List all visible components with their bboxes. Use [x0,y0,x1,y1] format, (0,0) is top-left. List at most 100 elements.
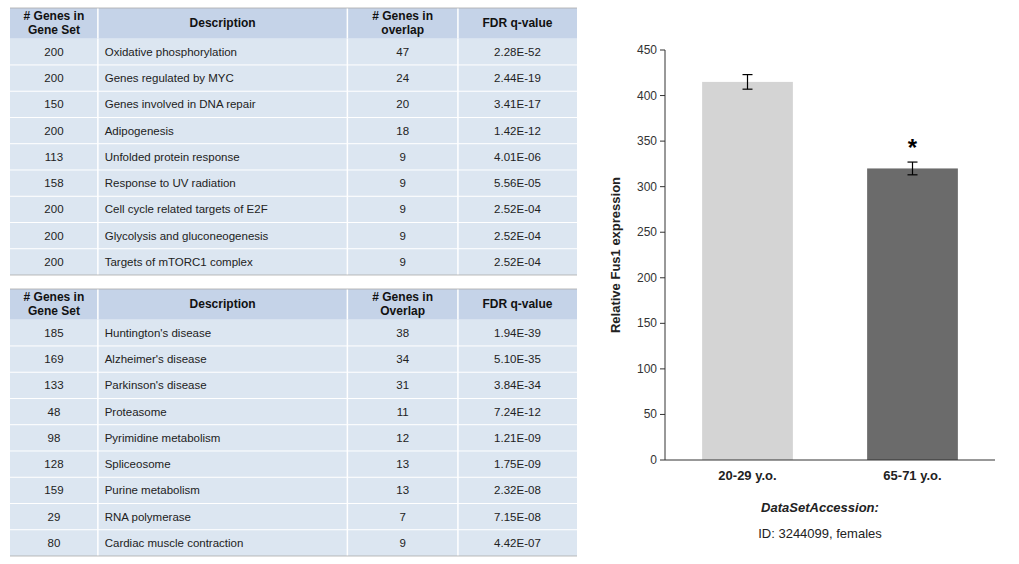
divider [97,196,99,222]
header-line: # Genes in [24,9,85,23]
cell [10,346,98,372]
y-tick-label: 300 [637,180,657,194]
cell [347,320,458,346]
cell [10,91,98,117]
divider [457,477,459,503]
cell [347,196,458,222]
significance-label: * [908,134,918,161]
cell-label: Pyrimidine metabolism [105,432,221,444]
divider [10,143,577,144]
cell-label: Proteasome [105,406,167,418]
divider [347,320,349,346]
divider [97,8,99,39]
cell [98,451,347,477]
border [10,556,577,557]
cell-label: 4.01E-06 [494,151,541,163]
cell-label: 98 [48,432,61,444]
cell [98,320,347,346]
cell-label: Alzheimer's disease [105,353,207,365]
divider [457,8,459,39]
cell-label: Cardiac muscle contraction [105,537,244,549]
divider [97,477,99,503]
cell [98,372,347,398]
divider [347,144,349,170]
cell-label: 31 [396,379,409,391]
cell-label: Response to UV radiation [105,177,236,189]
cell [98,117,347,143]
border [10,275,577,276]
cell-label: 2.52E-04 [494,256,541,268]
cell [347,477,458,503]
header-label: Description [190,16,256,30]
cell-label: 20 [396,98,409,110]
y-tick-label: 0 [650,453,657,467]
divider [10,450,577,451]
cell-label: 1.42E-12 [494,125,541,137]
cell [98,503,347,529]
cell-label: Spliceosome [105,458,171,470]
cell-label: 200 [44,230,63,242]
bar [867,168,958,460]
cell [458,530,577,556]
error-stem [747,75,748,90]
header-line: Description [190,16,256,30]
y-tick [660,232,665,233]
cell-label: 5.10E-35 [494,353,541,365]
cell [347,144,458,170]
header-label: Description [190,297,256,311]
divider [97,320,99,346]
divider [457,425,459,451]
cell-label: Targets of mTORC1 complex [105,256,253,268]
cell [10,117,98,143]
cell [10,477,98,503]
divider [97,144,99,170]
header-line: overlap [381,23,424,37]
cell [98,398,347,424]
y-tick-label: 450 [637,43,657,57]
divider [10,91,577,92]
cell-label: 80 [48,537,61,549]
y-tick-label: 50 [644,407,658,421]
divider [347,503,349,529]
cell [347,425,458,451]
y-tick [660,323,665,324]
cell-label: 12 [396,432,409,444]
header-cell [458,8,577,39]
cell [458,65,577,91]
error-stem [912,162,913,175]
cell [98,530,347,556]
divider [10,477,577,478]
cell-label: 200 [44,256,63,268]
header-label: # Genes inGene Set [24,9,85,37]
y-tick [660,277,665,278]
divider [457,65,459,91]
divider [457,503,459,529]
divider [10,222,577,223]
cell-label: Parkinson's disease [105,379,207,391]
cell [98,425,347,451]
cell [98,222,347,248]
header-line: # Genes in [372,9,433,23]
cell [458,320,577,346]
divider [97,170,99,196]
cell-label: 158 [44,177,63,189]
cell-label: 113 [45,151,63,163]
divider [97,346,99,372]
cell [458,91,577,117]
divider [457,117,459,143]
y-axis-line [665,50,666,460]
cell-label: RNA polymerase [105,511,191,523]
cell [458,477,577,503]
cell-label: 150 [44,98,63,110]
y-tick [660,186,665,187]
error-bar [908,162,918,175]
cell-label: 13 [396,458,409,470]
header-label: FDR q-value [482,297,552,311]
cell-label: 38 [396,327,409,339]
cell [98,249,347,275]
divider [347,222,349,248]
y-tick-label: 400 [637,89,657,103]
cell [98,39,347,65]
divider [347,451,349,477]
header-line: Gene Set [28,304,80,318]
